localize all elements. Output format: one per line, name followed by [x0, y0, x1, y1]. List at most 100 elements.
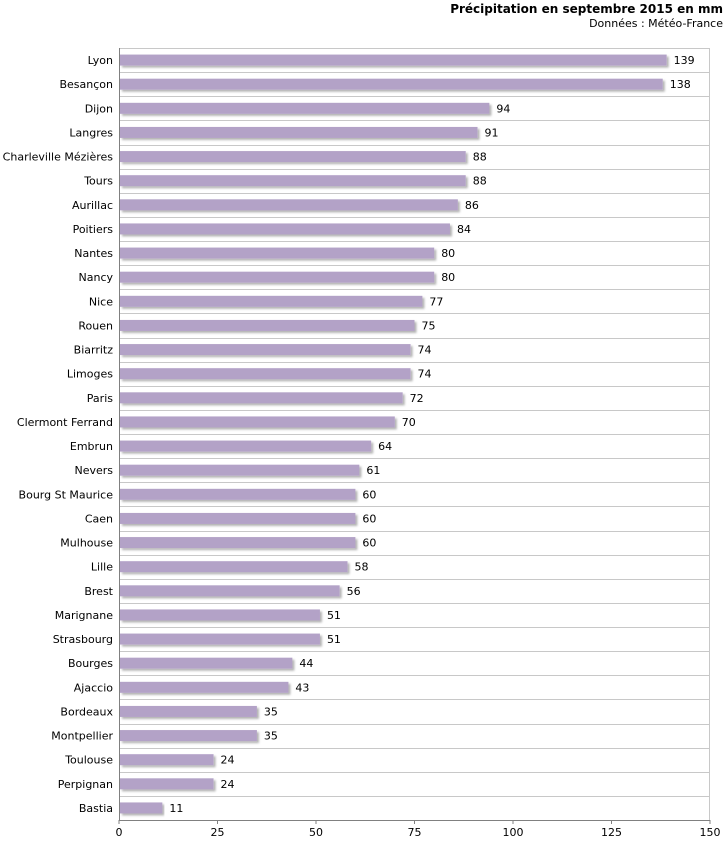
bar	[120, 175, 466, 187]
category-label: Charleville Mézières	[3, 151, 114, 164]
bar	[120, 344, 411, 356]
value-label: 77	[429, 295, 443, 308]
value-label: 74	[418, 368, 432, 381]
category-label: Caen	[85, 512, 113, 525]
category-label: Langres	[69, 126, 113, 139]
value-label: 44	[299, 657, 313, 670]
category-label: Paris	[87, 392, 113, 405]
value-label: 51	[327, 633, 341, 646]
category-label: Bourg St Maurice	[19, 488, 114, 501]
category-label: Nice	[89, 295, 113, 308]
category-label: Dijon	[85, 102, 113, 115]
x-tick-label: 50	[309, 826, 323, 839]
value-label: 51	[327, 609, 341, 622]
value-label: 70	[402, 416, 416, 429]
value-label: 74	[418, 344, 432, 357]
category-label: Tours	[83, 175, 113, 188]
category-label: Biarritz	[74, 344, 114, 357]
category-label: Ajaccio	[74, 681, 113, 694]
category-label: Rouen	[78, 319, 113, 332]
bar	[120, 609, 320, 621]
bar	[120, 705, 257, 717]
bar	[120, 54, 667, 66]
category-label: Montpellier	[51, 730, 113, 743]
bar	[120, 392, 403, 404]
x-tick-label: 100	[503, 826, 524, 839]
bar	[120, 78, 663, 90]
category-label: Nancy	[79, 271, 114, 284]
value-label: 138	[670, 78, 691, 91]
value-label: 24	[221, 778, 235, 791]
chart-title: Précipitation en septembre 2015 en mm	[450, 2, 723, 16]
grid-lines	[118, 48, 711, 824]
x-tick-label: 125	[601, 826, 622, 839]
x-tick-label: 150	[700, 826, 721, 839]
value-label: 88	[473, 151, 487, 164]
value-label: 88	[473, 175, 487, 188]
value-label: 84	[457, 223, 471, 236]
bar	[120, 440, 372, 452]
category-label: Lyon	[88, 54, 113, 67]
category-label: Aurillac	[72, 199, 113, 212]
value-label: 94	[496, 102, 510, 115]
value-label: 64	[378, 440, 392, 453]
bar	[120, 295, 423, 307]
x-tick-label: 75	[408, 826, 422, 839]
bar	[120, 657, 293, 669]
bar	[120, 585, 340, 597]
category-label: Lille	[91, 561, 113, 574]
category-label: Mulhouse	[60, 537, 113, 550]
value-label: 35	[264, 705, 278, 718]
bar	[120, 488, 356, 500]
category-label: Toulouse	[64, 754, 113, 767]
value-label: 91	[485, 126, 499, 139]
bars	[120, 54, 667, 814]
value-label: 24	[221, 754, 235, 767]
labels: 0 25 50 75 100 125 150 Lyon 139 Besançon 138 Dijon 9…	[3, 54, 721, 839]
bar	[120, 778, 214, 790]
category-label: Embrun	[70, 440, 113, 453]
category-label: Bourges	[68, 657, 113, 670]
bar	[120, 464, 360, 476]
value-label: 56	[347, 585, 361, 598]
value-label: 43	[295, 681, 309, 694]
category-label: Nevers	[74, 464, 113, 477]
category-label: Bordeaux	[60, 705, 113, 718]
value-label: 75	[422, 319, 436, 332]
bar	[120, 102, 490, 114]
bar	[120, 247, 435, 259]
bar	[120, 754, 214, 766]
category-label: Poitiers	[73, 223, 114, 236]
bar	[120, 681, 289, 693]
bar	[120, 151, 466, 163]
bar	[120, 199, 458, 211]
value-label: 58	[355, 561, 369, 574]
bar	[120, 319, 415, 331]
bar	[120, 368, 411, 380]
value-label: 80	[441, 247, 455, 260]
category-label: Marignane	[55, 609, 113, 622]
value-label: 11	[169, 802, 183, 815]
value-label: 80	[441, 271, 455, 284]
category-label: Nantes	[74, 247, 113, 260]
bar	[120, 561, 348, 573]
value-label: 60	[362, 488, 376, 501]
bar	[120, 416, 395, 428]
bar	[120, 802, 163, 814]
category-label: Clermont Ferrand	[17, 416, 113, 429]
value-label: 86	[465, 199, 479, 212]
category-label: Besançon	[59, 78, 113, 91]
value-label: 61	[366, 464, 380, 477]
bar	[120, 537, 356, 549]
category-label: Perpignan	[58, 778, 113, 791]
bar	[120, 730, 257, 742]
bar	[120, 126, 478, 138]
value-label: 35	[264, 730, 278, 743]
bar	[120, 633, 320, 645]
bar	[120, 512, 356, 524]
x-tick-label: 25	[211, 826, 225, 839]
category-label: Limoges	[67, 368, 113, 381]
value-label: 60	[362, 512, 376, 525]
category-label: Bastia	[79, 802, 113, 815]
